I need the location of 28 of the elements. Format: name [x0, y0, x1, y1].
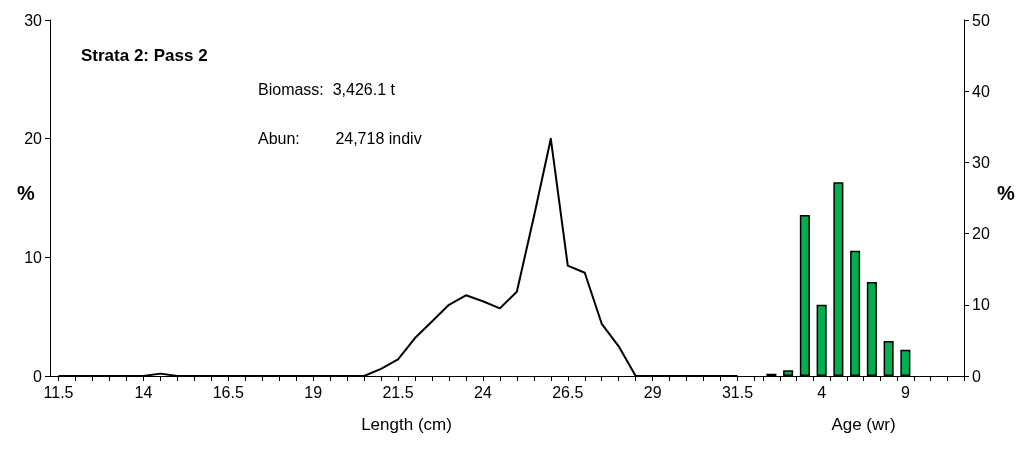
- x-tick-label: 14: [134, 383, 153, 401]
- y-tick-label: 50: [972, 11, 990, 29]
- annotation: Biomass: 3,426.1 t: [258, 80, 396, 98]
- y-tick-label: 0: [33, 367, 43, 385]
- x-tick-label: 4: [817, 383, 827, 401]
- y-axis-title: %: [17, 182, 35, 204]
- text: Strata 2: Pass 2: [81, 46, 208, 65]
- x-tick-label: 26.5: [552, 383, 584, 401]
- x-tick-label: 11.5: [43, 383, 74, 401]
- y-tick-label: 20: [24, 130, 43, 148]
- x-axis-title: Length (cm): [361, 415, 452, 434]
- x-tick-label: 29: [643, 383, 662, 401]
- y-tick-label: 40: [972, 82, 990, 100]
- x-axis-title: Age (wr): [831, 415, 896, 434]
- x-tick-label: 21.5: [382, 383, 414, 401]
- x-tick-label: 19: [304, 383, 323, 401]
- y-tick-label: 30: [972, 153, 990, 171]
- y-tick-label: 20: [972, 225, 990, 243]
- y-tick-label: 0: [972, 367, 981, 385]
- y-axis-title: %: [997, 182, 1015, 204]
- x-tick-label: 16.5: [212, 383, 244, 401]
- x-tick-label: 31.5: [721, 383, 754, 401]
- x-tick-label: 9: [900, 383, 910, 401]
- x-tick-label: 24: [473, 383, 492, 401]
- y-tick-label: 10: [24, 248, 43, 266]
- annotation: Abun: 24,718 indiv: [258, 129, 422, 147]
- y-tick-label: 10: [972, 296, 990, 314]
- y-tick-label: 30: [24, 11, 43, 29]
